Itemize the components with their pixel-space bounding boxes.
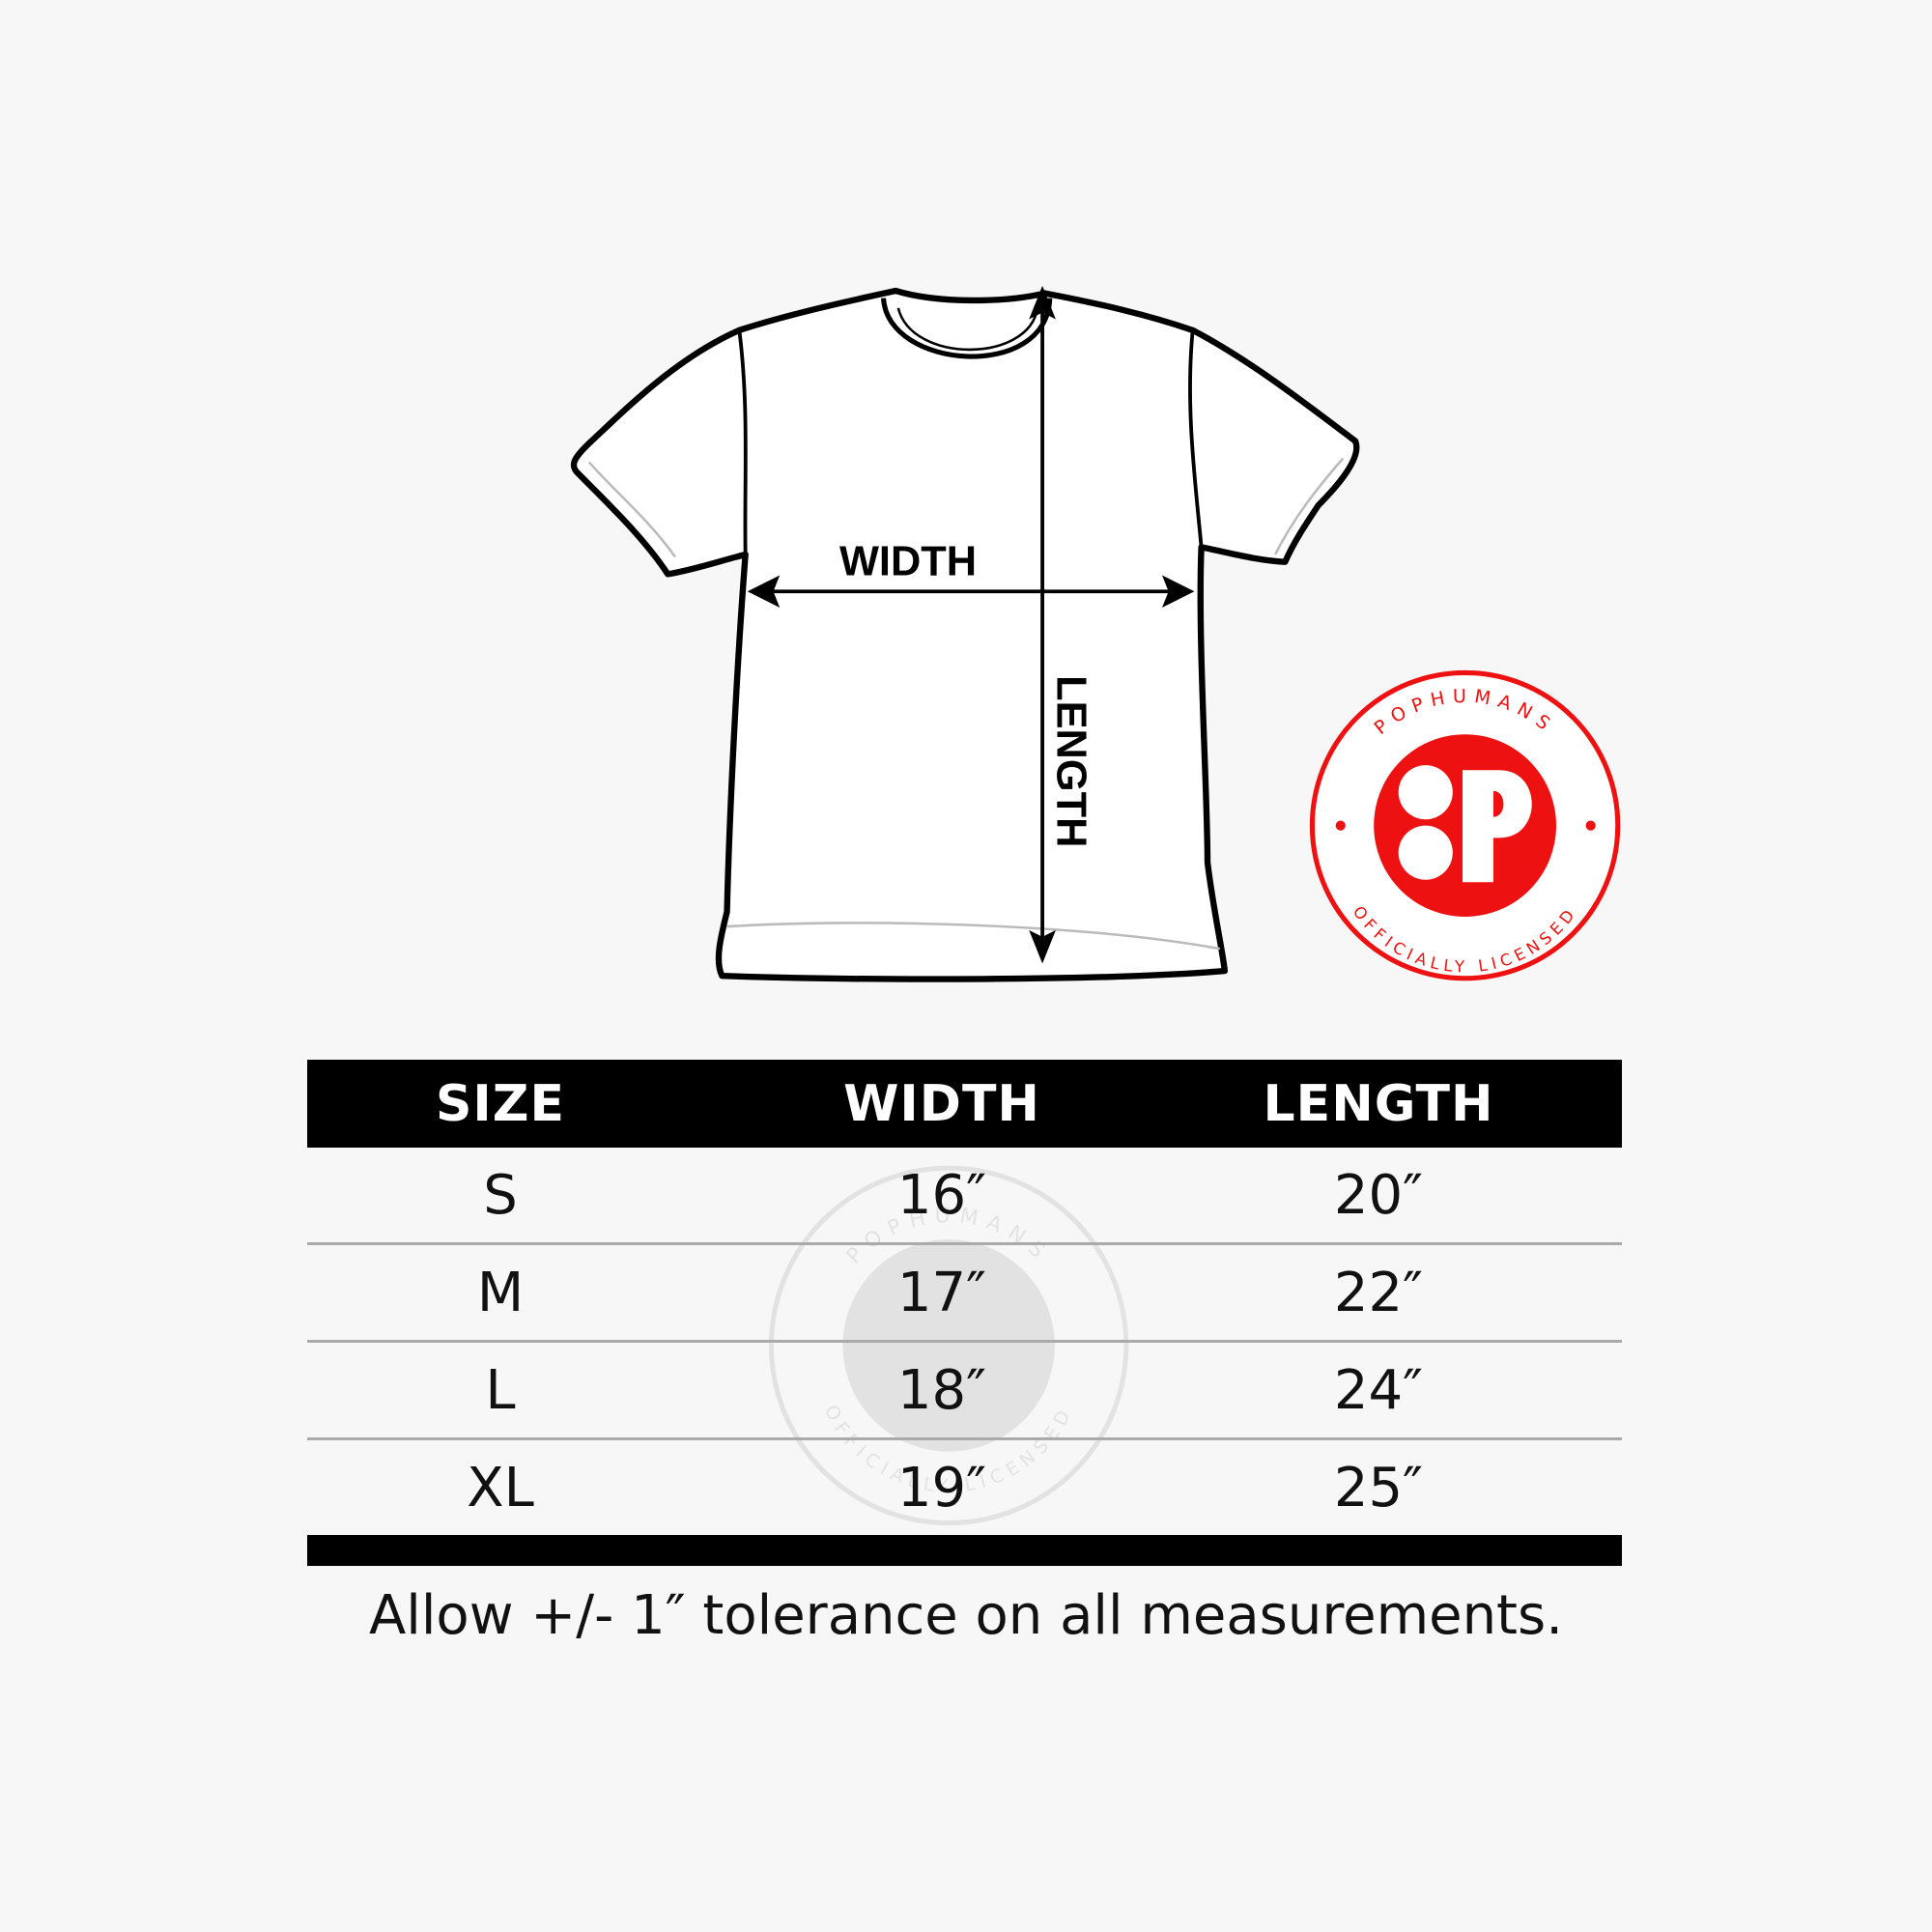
- size-cell: M: [476, 1261, 525, 1324]
- length-cell: 20″: [1333, 1163, 1424, 1227]
- size-cell: XL: [467, 1456, 534, 1520]
- length-label: LENGTH: [1047, 675, 1094, 847]
- header-length: LENGTH: [1263, 1074, 1494, 1133]
- pophumans-logo: POPHUMANS OFFICIALLY LICENSED: [1309, 669, 1621, 981]
- size-cell: L: [485, 1358, 516, 1422]
- length-cell: 25″: [1333, 1456, 1424, 1520]
- table-row: S 16″ 20″: [307, 1148, 1622, 1245]
- size-cell: S: [483, 1163, 518, 1227]
- tolerance-note: Allow +/- 1″ tolerance on all measuremen…: [369, 1584, 1563, 1647]
- header-width: WIDTH: [843, 1074, 1040, 1133]
- table-row: M 17″ 22″: [307, 1245, 1622, 1343]
- width-cell: 17″: [896, 1261, 987, 1324]
- header-size: SIZE: [435, 1074, 566, 1133]
- width-label: WIDTH: [839, 539, 977, 585]
- tshirt-outline: [570, 287, 1360, 982]
- table-header: SIZE WIDTH LENGTH: [307, 1060, 1622, 1148]
- width-cell: 19″: [896, 1456, 987, 1520]
- width-cell: 16″: [896, 1163, 987, 1227]
- length-cell: 24″: [1333, 1358, 1424, 1422]
- length-arrow: [1029, 285, 1056, 964]
- length-cell: 22″: [1333, 1261, 1424, 1324]
- width-arrow: [747, 575, 1195, 608]
- table-row: L 18″ 24″: [307, 1343, 1622, 1440]
- size-table: SIZE WIDTH LENGTH S 16″ 20″ M 17″ 22″ L …: [307, 1060, 1622, 1566]
- table-footer-bar: [307, 1535, 1622, 1566]
- table-row: XL 19″ 25″: [307, 1440, 1622, 1535]
- width-cell: 18″: [896, 1358, 987, 1422]
